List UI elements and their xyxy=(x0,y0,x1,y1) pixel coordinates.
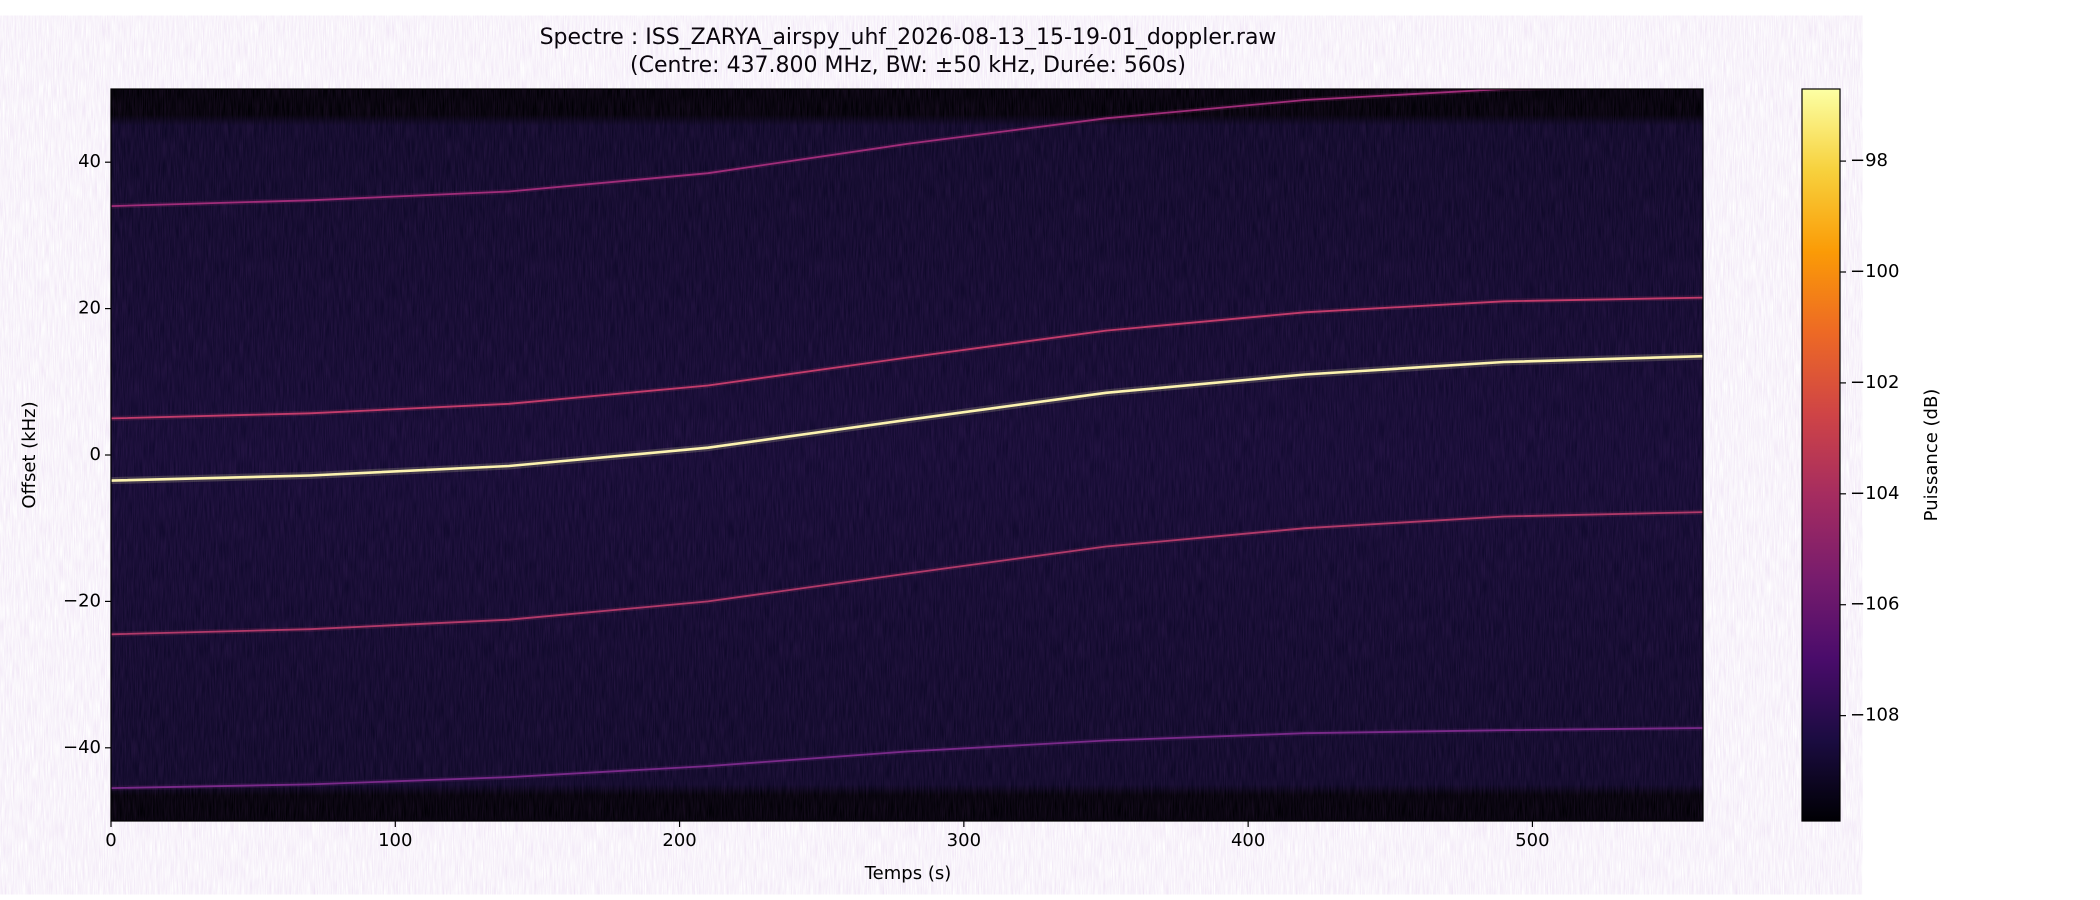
doppler-trace xyxy=(111,89,1535,207)
colorbar xyxy=(1801,88,1841,822)
x-tick-label: 0 xyxy=(105,830,116,851)
y-tick-label: 40 xyxy=(78,151,101,172)
doppler-trace xyxy=(111,354,1703,482)
x-tick-label: 400 xyxy=(1231,830,1265,851)
doppler-trace xyxy=(111,511,1703,636)
colorbar-tick-label: −106 xyxy=(1850,594,1899,615)
traces xyxy=(111,89,1703,791)
x-tick-label: 500 xyxy=(1515,830,1549,851)
y-axis-label: Offset (kHz) xyxy=(19,401,40,508)
y-tick-label: 20 xyxy=(78,298,101,319)
colorbar-tick-label: −104 xyxy=(1850,483,1899,504)
y-tick-label: −40 xyxy=(63,737,101,758)
x-tick-label: 300 xyxy=(947,830,981,851)
noise-texture xyxy=(111,89,1703,821)
colorbar-tick-label: −102 xyxy=(1850,372,1899,393)
doppler-trace xyxy=(111,296,1703,420)
y-tick-label: 0 xyxy=(90,444,101,465)
colorbar-tick-label: −108 xyxy=(1850,705,1899,726)
doppler-trace xyxy=(111,727,1703,789)
chart-subtitle: (Centre: 437.800 MHz, BW: ±50 kHz, Durée… xyxy=(630,53,1186,78)
colorbar-tick-label: −98 xyxy=(1850,150,1888,171)
x-tick-label: 200 xyxy=(662,830,696,851)
x-axis-label: Temps (s) xyxy=(864,863,952,884)
y-tick-label: −20 xyxy=(63,590,101,611)
chart-title: Spectre : ISS_ZARYA_airspy_uhf_2026-08-1… xyxy=(540,25,1277,50)
x-tick-label: 100 xyxy=(378,830,412,851)
colorbar-label: Puissance (dB) xyxy=(1921,389,1942,522)
colorbar-tick-label: −100 xyxy=(1850,261,1899,282)
